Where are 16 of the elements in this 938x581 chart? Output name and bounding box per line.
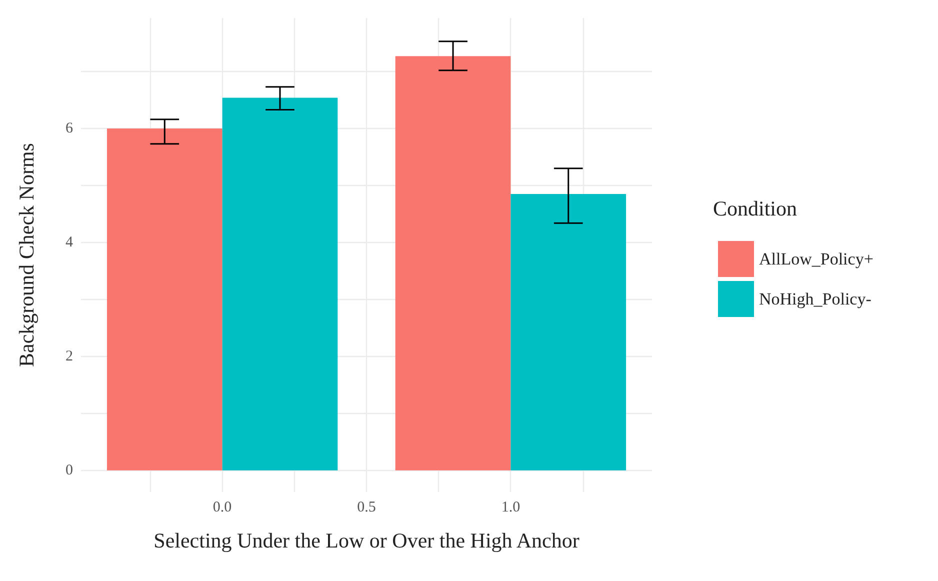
- legend-title: Condition: [713, 196, 798, 220]
- x-tick-label: 0.0: [212, 500, 232, 516]
- x-tick-label: 1.0: [501, 500, 520, 516]
- legend-label: AllLow_Policy+: [759, 250, 874, 268]
- y-tick-label: 6: [66, 120, 74, 137]
- bar: [222, 98, 338, 470]
- x-tick-label: 0.5: [357, 500, 376, 516]
- bar: [510, 194, 626, 470]
- y-tick-label: 2: [66, 348, 73, 364]
- bar: [395, 56, 511, 470]
- legend-label: NoHigh_Policy-: [759, 290, 872, 308]
- y-tick-label: 0: [66, 462, 73, 478]
- bar: [106, 128, 222, 470]
- y-axis-title: Background Check Norms: [14, 143, 38, 367]
- y-tick-label: 4: [66, 234, 74, 250]
- x-axis-title: Selecting Under the Low or Over the High Anchor: [154, 528, 580, 552]
